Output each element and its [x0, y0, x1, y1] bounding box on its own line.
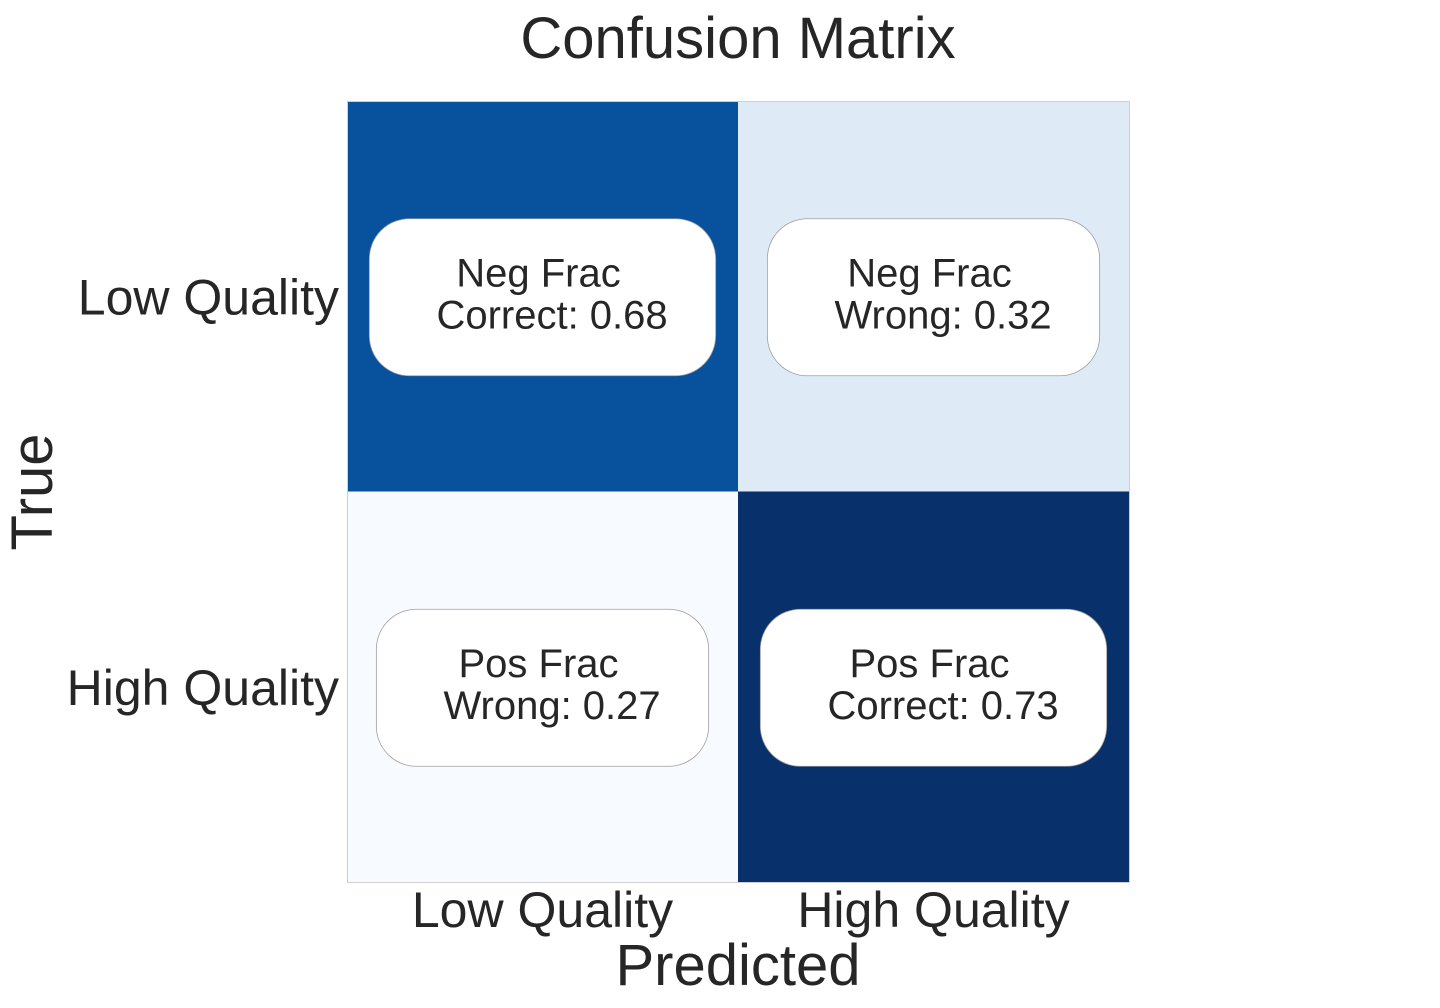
x-tick-high-quality: High Quality [797, 882, 1069, 938]
cell-annotations: Neg Frac Correct: 0.68 Neg Frac Wrong: 0.… [368, 218, 1108, 767]
x-axis-label: Predicted [615, 933, 860, 998]
cell-low-quality-low-quality-annotation-box [368, 218, 717, 377]
cell-low-quality-high-quality-annotation-box [766, 218, 1101, 377]
x-tick-low-quality: Low Quality [412, 882, 673, 938]
y-axis-label: True [0, 433, 65, 550]
x-tick-labels: Low Quality High Quality [412, 882, 1070, 938]
plot-frame [347, 101, 1130, 883]
cell-high-quality-high-quality-annotation-box [759, 608, 1108, 767]
cell-low-quality-high-quality-annotation: Neg Frac Wrong: 0.32 [823, 251, 1051, 337]
y-tick-low-quality: Low Quality [78, 269, 339, 325]
cell-high-quality-low-quality-annotation: Pos Frac Wrong: 0.27 [432, 642, 660, 728]
y-tick-labels: Low Quality High Quality [67, 269, 339, 716]
cell-low-quality-low-quality-annotation: Neg Frac Correct: 0.68 [425, 251, 667, 337]
cell-high-quality-high-quality-annotation: Pos Frac Correct: 0.73 [816, 642, 1058, 728]
y-tick-high-quality: High Quality [67, 660, 339, 716]
chart-title: Confusion Matrix [520, 6, 955, 71]
cell-high-quality-low-quality-annotation-box [375, 608, 710, 767]
